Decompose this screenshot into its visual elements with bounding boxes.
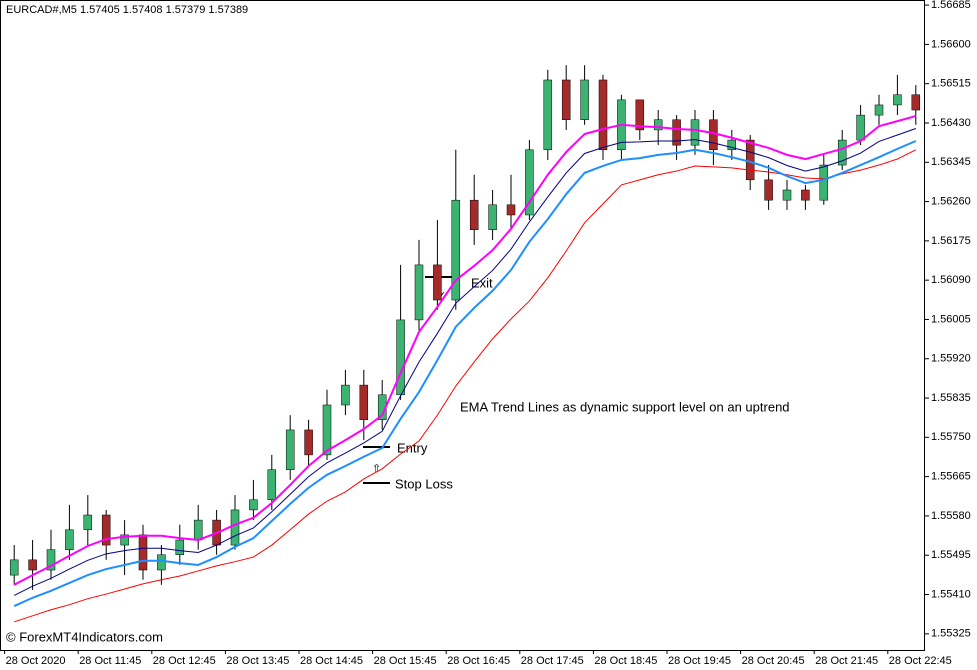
candle-body: [304, 429, 313, 456]
y-tick-label: 1.55325: [931, 628, 971, 640]
ema-line: [13, 140, 917, 607]
candle-body: [598, 79, 608, 151]
x-tick-label: 28 Oct 2020: [6, 655, 66, 667]
y-tick-label: 1.55920: [931, 353, 971, 365]
x-tick-label: 28 Oct 17:45: [521, 655, 584, 667]
x-tick-label: 28 Oct 20:45: [742, 655, 805, 667]
candle-body: [745, 139, 755, 181]
candle-body: [46, 549, 56, 571]
x-tick-label: 28 Oct 15:45: [374, 655, 437, 667]
candle-body: [414, 264, 424, 321]
x-tick-label: 28 Oct 21:45: [815, 655, 878, 667]
candle-body: [285, 429, 295, 470]
y-tick-label: 1.56515: [931, 78, 971, 90]
candle-body: [819, 164, 829, 201]
candle-body: [856, 114, 865, 141]
candle-body: [193, 519, 203, 541]
candle-body: [359, 384, 369, 421]
annotation: Exit: [471, 275, 493, 290]
candle-body: [764, 179, 773, 201]
x-tick-label: 28 Oct 11:45: [79, 655, 141, 667]
candle-body: [488, 204, 497, 231]
annotation: EMA Trend Lines as dynamic support level…: [460, 399, 790, 414]
x-tick-label: 28 Oct 19:45: [668, 655, 731, 667]
candle-body: [322, 404, 332, 456]
ema-line: [14, 149, 917, 623]
candle-body: [267, 469, 277, 501]
candle-body: [653, 119, 663, 131]
candle-body: [396, 319, 405, 396]
candle-body: [341, 384, 350, 406]
candle-body: [727, 139, 737, 151]
x-tick-label: 28 Oct 16:45: [447, 655, 510, 667]
y-tick-label: 1.56090: [931, 274, 971, 286]
candle-body: [249, 499, 258, 511]
candle-body: [543, 79, 553, 151]
arrow-icon: ⇧: [372, 463, 381, 475]
candle-body: [451, 199, 461, 301]
candle-body: [9, 559, 19, 576]
candle-body: [506, 204, 516, 216]
candle-body: [893, 94, 902, 106]
candle-body: [433, 264, 442, 301]
y-tick-label: 1.56685: [931, 0, 971, 11]
candle-body: [635, 99, 645, 131]
candle-body: [580, 79, 589, 120]
candle-body: [782, 189, 792, 201]
y-tick-label: 1.56260: [931, 195, 971, 207]
y-tick-label: 1.55410: [931, 588, 971, 600]
watermark: © ForexMT4Indicators.com: [6, 629, 163, 644]
y-tick-label: 1.56600: [931, 38, 971, 50]
y-tick-label: 1.55750: [931, 431, 971, 443]
candle-body: [28, 559, 37, 571]
y-tick-label: 1.55495: [931, 549, 971, 561]
plot-frame: [0, 0, 925, 651]
candle-body: [101, 514, 111, 546]
candle-body: [874, 104, 884, 116]
y-tick-label: 1.55835: [931, 392, 971, 404]
candle-body: [65, 529, 74, 550]
candle-body: [138, 534, 148, 571]
x-tick-label: 28 Oct 13:45: [226, 655, 289, 667]
candle-body: [230, 509, 240, 546]
candle-body: [157, 554, 166, 571]
y-tick-label: 1.56345: [931, 156, 971, 168]
ema-line: [13, 128, 916, 596]
ema-line: [13, 115, 917, 586]
y-tick-label: 1.55580: [931, 510, 971, 522]
candle-body: [83, 514, 93, 531]
candle-body: [120, 534, 129, 546]
candle-body: [561, 79, 571, 120]
x-tick-label: 28 Oct 18:45: [594, 655, 657, 667]
y-tick-label: 1.55665: [931, 471, 971, 483]
y-tick-label: 1.56430: [931, 117, 971, 129]
candle-body: [690, 119, 700, 146]
x-tick-label: 28 Oct 22:45: [889, 655, 952, 667]
candle-body: [911, 94, 921, 111]
y-tick-label: 1.56005: [931, 313, 971, 325]
y-tick-label: 1.56175: [931, 235, 971, 247]
x-tick-label: 28 Oct 12:45: [153, 655, 216, 667]
candle-body: [837, 139, 847, 166]
candle-body: [672, 119, 681, 146]
candle-body: [469, 199, 479, 231]
x-tick-label: 28 Oct 14:45: [300, 655, 363, 667]
chart-title: EURCAD#,M5 1.57405 1.57408 1.57379 1.573…: [6, 4, 248, 16]
annotation: Stop Loss: [395, 476, 453, 491]
candle-body: [525, 149, 534, 216]
candle-body: [175, 539, 185, 556]
candle-body: [801, 189, 810, 201]
